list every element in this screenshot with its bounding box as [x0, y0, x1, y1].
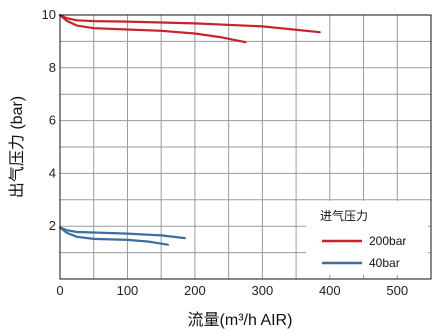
x-tick-label: 200: [184, 283, 206, 298]
y-tick-label: 4: [49, 165, 56, 180]
legend-label-40bar: 40bar: [369, 256, 400, 270]
series-line-40bar: [58, 226, 186, 240]
series-line-200bar: [58, 13, 247, 44]
plot-frame: [59, 14, 432, 280]
y-tick-label: 10: [42, 7, 56, 22]
x-tick-labels: 0 100 200 300 400 500: [56, 283, 408, 298]
legend-items: 200bar 40bar: [322, 234, 406, 270]
x-tick-label: 100: [117, 283, 139, 298]
legend: 进气压力 200bar 40bar: [306, 201, 428, 275]
series-line-40bar: [58, 226, 169, 246]
series-curves: [58, 13, 321, 246]
x-tick-label: 300: [252, 283, 274, 298]
y-tick-label: 6: [49, 113, 56, 128]
series-line-200bar: [58, 13, 321, 34]
y-tick-labels: 2 4 6 8 10: [42, 7, 56, 233]
x-tick-label: 0: [56, 283, 63, 298]
y-tick-label: 8: [49, 60, 56, 75]
y-tick-label: 2: [49, 218, 56, 233]
x-tick-label: 500: [386, 283, 408, 298]
x-tick-label: 400: [319, 283, 341, 298]
legend-label-200bar: 200bar: [369, 234, 406, 248]
grid-lines: [60, 15, 431, 279]
y-axis-title: 出气压力 (bar): [8, 96, 26, 198]
x-axis-title: 流量(m³/h AIR): [188, 311, 293, 329]
legend-title: 进气压力: [320, 208, 368, 223]
